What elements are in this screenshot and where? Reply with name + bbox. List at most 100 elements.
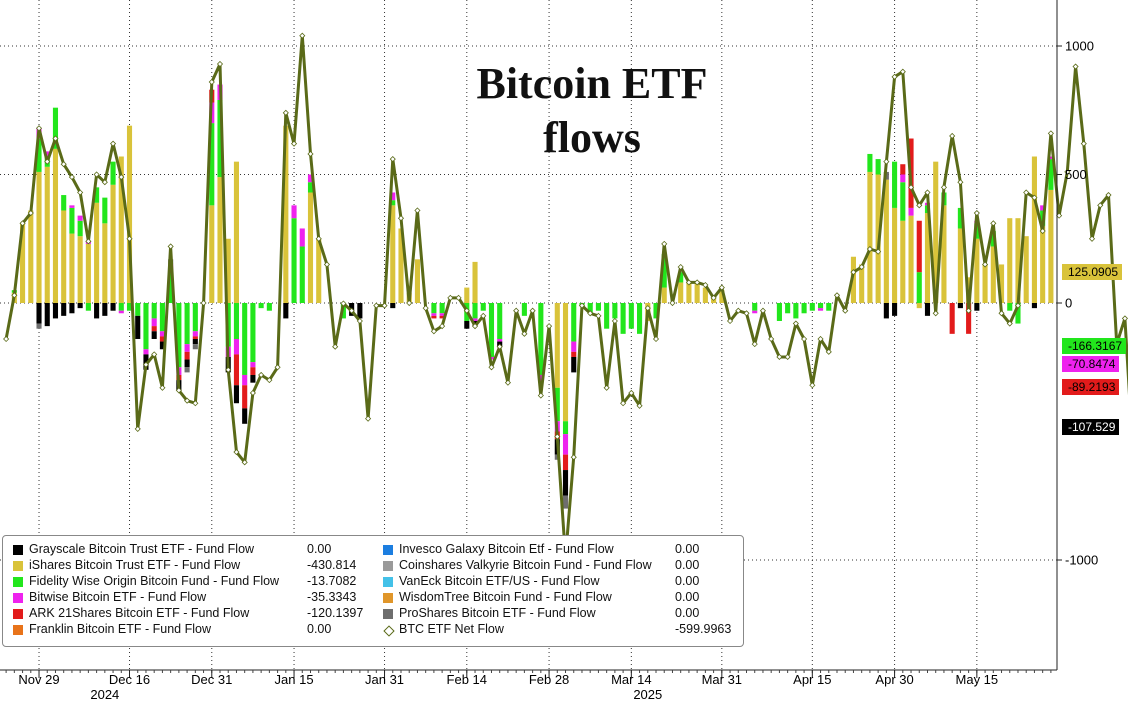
legend-value: 0.00 (675, 574, 700, 588)
bar-bitwise (118, 310, 124, 314)
legend-value: 0.00 (675, 606, 700, 620)
net-flow-point (35, 125, 43, 132)
bar-ishares (908, 215, 914, 303)
net-flow-point (743, 310, 750, 317)
net-flow-point (1088, 235, 1096, 242)
bar-grayscale (61, 303, 67, 316)
legend-entry: Bitwise Bitcoin ETF - Fund Flow -35.3343 (7, 590, 367, 606)
net-flow-point (134, 425, 141, 432)
bar-fidelity (900, 182, 906, 221)
legend-value: -120.1397 (307, 606, 364, 620)
net-flow-point (1014, 302, 1022, 309)
legend-value: -430.814 (307, 558, 357, 572)
bar-fidelity (480, 303, 486, 311)
bar-fidelity (307, 182, 314, 193)
bar-grayscale (77, 303, 83, 309)
bar-fidelity (562, 421, 569, 435)
net-flow-point (142, 361, 150, 368)
net-flow-point (414, 207, 421, 214)
bar-fidelity (291, 218, 297, 303)
y-tick-label: 500 (1065, 167, 1087, 182)
bar-ishares (61, 210, 67, 303)
bar-fidelity (472, 303, 478, 319)
x-tick-label: Dec 31 (191, 672, 232, 687)
legend-swatch (383, 593, 393, 603)
net-flow-point (907, 184, 915, 191)
legend-swatch (13, 545, 23, 555)
net-flow-point (249, 389, 256, 397)
net-flow-point (537, 392, 544, 399)
bar-grayscale (390, 303, 396, 309)
bar-fidelity (69, 207, 75, 234)
bar-fidelity (554, 387, 560, 422)
bar-ishares (69, 233, 75, 303)
bar-grayscale (135, 315, 141, 339)
bar-ishares (209, 205, 215, 303)
bar-fidelity (168, 269, 174, 303)
net-flow-point (323, 261, 331, 268)
bar-fidelity (637, 303, 643, 334)
bar-ishares (678, 282, 684, 303)
net-flow-point (809, 382, 816, 389)
x-tick-label: Apr 15 (793, 672, 831, 687)
value-tag: -70.8474 (1062, 356, 1120, 372)
legend-name: WisdomTree Bitcoin Fund - Fund Flow (399, 590, 612, 604)
net-flow-point (924, 189, 931, 196)
bar-grayscale (357, 303, 363, 319)
bar-ishares (398, 228, 404, 303)
legend-name: VanEck Bitcoin ETF/US - Fund Flow (399, 574, 600, 588)
bar-bitwise (431, 313, 437, 316)
bar-fidelity (390, 200, 396, 206)
bar-fidelity (77, 220, 83, 237)
bar-ishares (36, 171, 42, 303)
bar-fidelity (521, 303, 527, 316)
net-flow-point (1006, 320, 1013, 327)
bar-fidelity (628, 303, 634, 329)
bar-bitwise (159, 331, 165, 337)
bar-fidelity (571, 303, 577, 342)
net-flow-point (381, 302, 388, 309)
legend-name: ProShares Bitcoin ETF - Fund Flow (399, 606, 596, 620)
bar-ishares (850, 256, 856, 303)
legend-column-right: Invesco Galaxy Bitcoin Etf - Fund Flow 0.… (377, 542, 737, 638)
bar-ark (439, 315, 445, 319)
bar-fidelity (538, 303, 544, 375)
net-flow-point (463, 307, 470, 314)
legend-swatch (383, 625, 395, 637)
bar-fidelity (957, 207, 963, 229)
legend-entry: WisdomTree Bitcoin Fund - Fund Flow 0.00 (377, 590, 737, 606)
value-tag: 125.0905 (1062, 264, 1123, 280)
bar-fidelity (94, 187, 100, 203)
bar-ishares (998, 264, 1005, 303)
bar-bitwise (77, 215, 83, 221)
net-flow-point (60, 161, 67, 168)
net-flow-point (875, 248, 882, 255)
net-flow-point (455, 294, 462, 301)
net-flow-point (85, 238, 92, 245)
legend-name: BTC ETF Net Flow (399, 622, 504, 636)
bar-ishares (982, 264, 988, 303)
bar-grayscale (110, 303, 116, 311)
bar-ishares (719, 290, 725, 303)
bar-ishares (28, 210, 34, 303)
bar-bitwise (44, 151, 50, 157)
bar-ishares (102, 223, 108, 303)
bar-bitwise (538, 374, 544, 383)
bar-bitwise (1040, 205, 1046, 211)
bar-bitwise (908, 207, 914, 216)
legend-name: Fidelity Wise Origin Bitcoin Fund - Fund… (29, 574, 280, 588)
bar-bitwise (571, 341, 577, 352)
net-flow-point (1097, 202, 1104, 209)
bar-ishares (283, 125, 289, 303)
bar-fidelity (217, 99, 223, 178)
net-flow-point (776, 353, 783, 361)
net-flow-point (858, 263, 865, 271)
legend-name: ARK 21Shares Bitcoin ETF - Fund Flow (29, 606, 250, 620)
bar-ishares (316, 238, 322, 303)
net-flow-point (513, 307, 520, 314)
bar-ishares (941, 205, 947, 303)
bar-ishares (52, 148, 59, 303)
net-flow-point (554, 433, 561, 440)
net-flow-point (1023, 189, 1030, 196)
